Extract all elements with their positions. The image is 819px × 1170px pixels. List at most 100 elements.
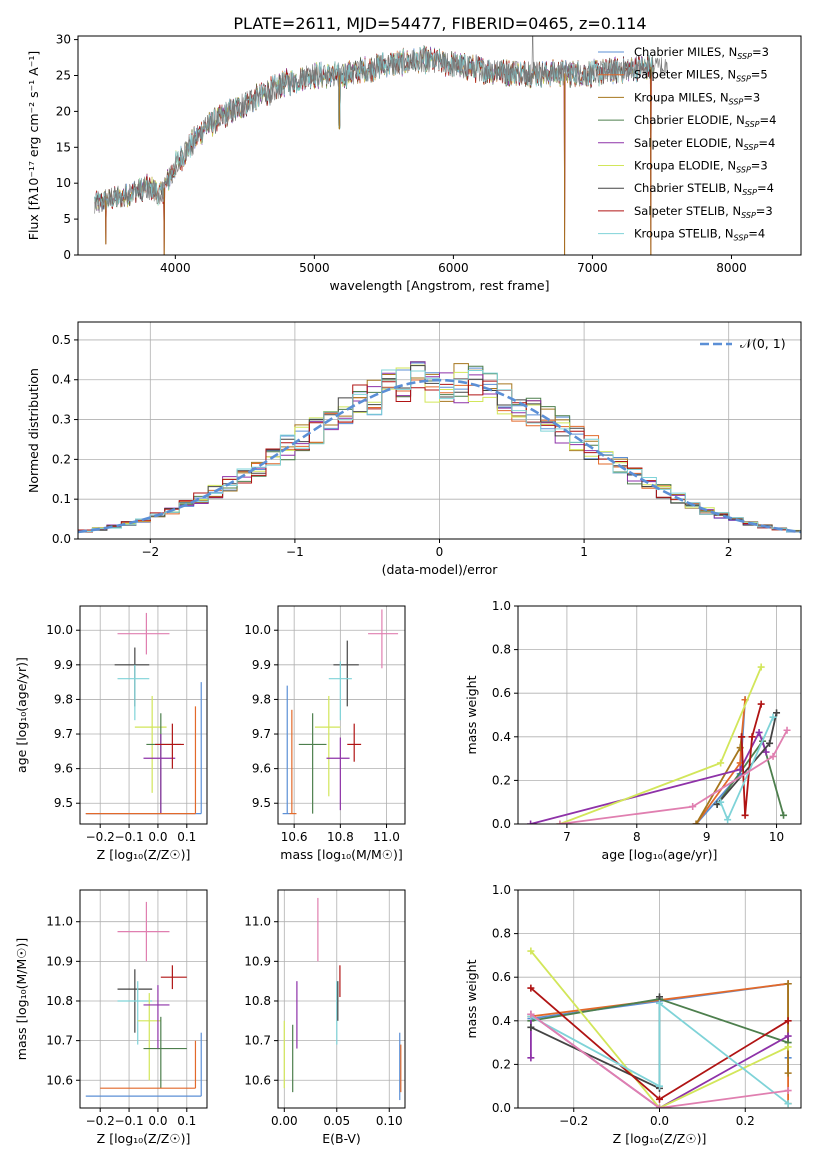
- weight-line: [740, 703, 763, 816]
- weight-marker: [527, 1023, 535, 1031]
- weight-marker: [769, 752, 777, 760]
- legend-entry: Chabrier ELODIE, NSSP=4: [634, 113, 776, 129]
- legend-entry: Salpeter STELIB, NSSP=3: [634, 204, 773, 220]
- y-axis-label: mass [log₁₀(M/M☉)]: [14, 938, 29, 1060]
- weight-line: [530, 1013, 789, 1108]
- plot-area: [282, 609, 399, 815]
- weight-marker: [762, 748, 770, 756]
- age-vs-metallicity-panel: −0.2 −0.1 0.0 0.1 9.5 9.6 9.7 9.8 9.9 10.0 Z [log₁…: [14, 605, 208, 862]
- y-tick-label: 1.0: [492, 599, 511, 613]
- weight-marker: [780, 811, 788, 819]
- y-axis-label: Normed distribution: [26, 368, 41, 493]
- x-tick-label: 7000: [577, 261, 608, 275]
- x-axis-label: wavelength [Angstrom, rest frame]: [329, 278, 549, 293]
- x-axis-label: mass [log₁₀(M/M☉)]: [280, 847, 402, 862]
- x-axis-label: Z [log₁₀(Z/Z☉)]: [97, 847, 191, 862]
- y-tick-label: 11.0: [46, 915, 73, 929]
- y-tick-label: 10.9: [46, 954, 73, 968]
- y-tick-label: 15: [56, 140, 71, 154]
- x-tick-label: 0.0: [148, 1114, 167, 1128]
- plot-area: [527, 663, 791, 824]
- weight-marker: [784, 1017, 792, 1025]
- x-tick-label: −0.1: [114, 830, 143, 844]
- x-tick-label: 10.8: [327, 830, 354, 844]
- weight-line: [530, 950, 789, 1108]
- weight-marker: [783, 726, 791, 734]
- y-axis-label: mass weight: [464, 959, 479, 1038]
- x-axis-label: (data-model)/error: [382, 562, 499, 577]
- legend-entry: Chabrier MILES, NSSP=3: [634, 45, 769, 61]
- plot-area: [94, 36, 668, 255]
- gaussian-curve: [78, 378, 801, 534]
- y-tick-label: 9.8: [54, 692, 73, 706]
- grid-lines: [278, 606, 405, 824]
- spectrum-panel: 4000 5000 6000 7000 8000 0 5 10 15 20 25 30 waveleng…: [26, 33, 802, 293]
- age-vs-mass-panel: 10.6 10.8 11.0 9.5 9.6 9.7 9.8 9.9 10.0 mass [log…: [244, 605, 406, 862]
- y-tick-label: 11.0: [244, 915, 271, 929]
- x-tick-label: 0.0: [650, 1114, 669, 1128]
- weight-marker: [656, 1095, 663, 1103]
- y-tick-label: 5: [63, 212, 71, 226]
- x-tick-label: −0.1: [114, 1114, 143, 1128]
- axes-border: [77, 35, 802, 256]
- weight-marker: [656, 1082, 663, 1090]
- figure-title: PLATE=2611, MJD=54477, FIBERID=0465, z=0…: [233, 14, 646, 33]
- legend-entry: Kroupa MILES, NSSP=3: [634, 90, 760, 106]
- y-tick-label: 10.9: [244, 954, 271, 968]
- x-axis-label: Z [log₁₀(Z/Z☉)]: [97, 1131, 191, 1146]
- y-tick-label: 0.0: [492, 817, 511, 831]
- weight-marker: [724, 816, 732, 824]
- x-tick-label: 0.0: [148, 830, 167, 844]
- weight-vs-age-panel: 7 8 9 10 0.0 0.2 0.4 0.6 0.8 1.0 age [log₁₀(age/yr…: [464, 599, 802, 862]
- x-tick-label: 7: [563, 830, 571, 844]
- axes-frame: −0.2 0.0 0.2 0.0 0.2 0.4 0.6 0.8 1.0 Z [log₁₀(Z/Z…: [464, 883, 802, 1146]
- y-tick-label: 0.5: [52, 333, 71, 347]
- weight-marker: [784, 980, 792, 988]
- y-tick-label: 0.8: [492, 927, 511, 941]
- plot-area: [85, 901, 202, 1097]
- y-tick-label: 9.9: [54, 658, 73, 672]
- spectrum-line: [94, 45, 654, 211]
- weight-marker: [757, 700, 765, 708]
- axes-frame: 4000 5000 6000 7000 8000 0 5 10 15 20 25 30 waveleng…: [26, 33, 802, 293]
- y-tick-label: 25: [56, 68, 71, 82]
- y-tick-label: 0.2: [492, 773, 511, 787]
- legend-entry: Kroupa ELODIE, NSSP=3: [634, 159, 768, 175]
- legend-entry: Salpeter MILES, NSSP=5: [634, 68, 768, 84]
- weight-line: [559, 729, 788, 824]
- y-tick-label: 0.3: [52, 413, 71, 427]
- mass-vs-metallicity-panel: −0.2 −0.1 0.0 0.1 10.6 10.7 10.8 10.9 11.0 Z [log…: [14, 889, 208, 1146]
- x-tick-label: 0.10: [376, 1114, 403, 1128]
- x-axis-label: age [log₁₀(age/yr)]: [602, 847, 718, 862]
- y-tick-label: 9.5: [54, 796, 73, 810]
- y-tick-label: 0.6: [492, 970, 511, 984]
- x-tick-label: 8: [633, 830, 641, 844]
- x-tick-label: 0: [436, 545, 444, 559]
- weight-marker: [717, 759, 725, 767]
- axes-frame: −2 −1 0 1 2 0.0 0.1 0.2 0.3 0.4 0.5 (data-model)/er…: [26, 321, 802, 577]
- axes-frame: 10.6 10.8 11.0 9.5 9.6 9.7 9.8 9.9 10.0 mass [log…: [244, 605, 406, 862]
- x-tick-label: 9: [703, 830, 711, 844]
- weight-marker: [656, 999, 663, 1007]
- y-tick-label: 0.8: [492, 643, 511, 657]
- weight-marker: [656, 993, 663, 1001]
- mass-vs-extinction-panel: 0.00 0.05 0.10 10.6 10.7 10.8 10.9 11.0 E(B-V): [244, 889, 406, 1146]
- y-tick-label: 0.2: [52, 452, 71, 466]
- y-tick-label: 30: [56, 33, 71, 47]
- y-axis-label: age [log₁₀(age/yr)]: [14, 657, 29, 773]
- plot-area: [283, 897, 402, 1101]
- weight-marker: [784, 1087, 792, 1095]
- x-tick-label: −0.2: [86, 1114, 115, 1128]
- x-tick-label: −2: [141, 545, 159, 559]
- axes-border: [79, 889, 208, 1109]
- y-tick-label: 0.4: [492, 730, 511, 744]
- grid-lines: [80, 606, 207, 824]
- y-tick-label: 9.7: [54, 727, 73, 741]
- x-tick-label: 0.2: [736, 1114, 755, 1128]
- residuals-panel: −2 −1 0 1 2 0.0 0.1 0.2 0.3 0.4 0.5 (data-model)/er…: [26, 321, 802, 577]
- y-tick-label: 0.0: [492, 1101, 511, 1115]
- x-axis-label: Z [log₁₀(Z/Z☉)]: [613, 1131, 707, 1146]
- weight-marker: [766, 739, 774, 747]
- y-tick-label: 10.8: [244, 994, 271, 1008]
